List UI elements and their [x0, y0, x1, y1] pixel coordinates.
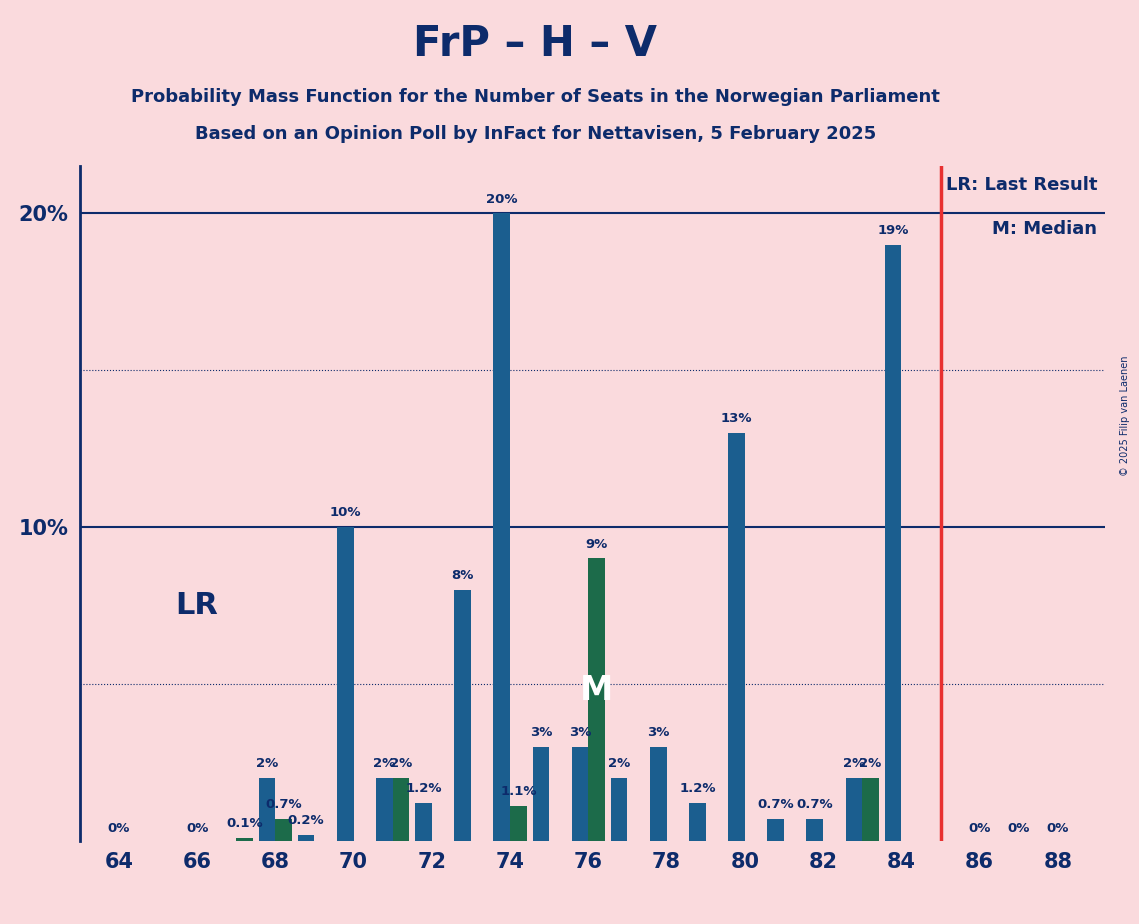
- Text: 10%: 10%: [329, 506, 361, 519]
- Text: 0.2%: 0.2%: [288, 814, 325, 827]
- Bar: [454, 590, 472, 841]
- Text: 0.7%: 0.7%: [796, 798, 833, 811]
- Text: 8%: 8%: [451, 569, 474, 582]
- Bar: [533, 747, 549, 841]
- Text: 2%: 2%: [374, 758, 395, 771]
- Text: 2%: 2%: [608, 758, 630, 771]
- Bar: [337, 527, 353, 841]
- Text: 0.7%: 0.7%: [265, 798, 302, 811]
- Bar: [259, 778, 276, 841]
- Bar: [611, 778, 628, 841]
- Bar: [236, 838, 253, 841]
- Bar: [589, 558, 605, 841]
- Text: 0.1%: 0.1%: [227, 817, 263, 830]
- Text: 1.2%: 1.2%: [679, 783, 715, 796]
- Text: 2%: 2%: [843, 758, 865, 771]
- Bar: [572, 747, 589, 841]
- Bar: [768, 819, 784, 841]
- Bar: [376, 778, 393, 841]
- Text: M: M: [580, 674, 613, 707]
- Text: © 2025 Filip van Laenen: © 2025 Filip van Laenen: [1121, 356, 1130, 476]
- Text: 1.2%: 1.2%: [405, 783, 442, 796]
- Text: 2%: 2%: [390, 758, 412, 771]
- Text: 9%: 9%: [585, 538, 608, 551]
- Text: 3%: 3%: [568, 726, 591, 739]
- Bar: [650, 747, 666, 841]
- Bar: [728, 433, 745, 841]
- Bar: [806, 819, 823, 841]
- Text: 0%: 0%: [1008, 822, 1030, 835]
- Text: 0%: 0%: [1047, 822, 1070, 835]
- Bar: [493, 213, 510, 841]
- Bar: [416, 803, 432, 841]
- Text: 0%: 0%: [108, 822, 130, 835]
- Text: LR: Last Result: LR: Last Result: [945, 176, 1097, 194]
- Bar: [510, 807, 526, 841]
- Text: 2%: 2%: [256, 758, 278, 771]
- Text: M: Median: M: Median: [992, 220, 1097, 237]
- Bar: [298, 834, 314, 841]
- Bar: [845, 778, 862, 841]
- Bar: [689, 803, 706, 841]
- Text: LR: LR: [175, 591, 219, 620]
- Text: 20%: 20%: [486, 192, 517, 205]
- Text: 0.7%: 0.7%: [757, 798, 794, 811]
- Text: FrP – H – V: FrP – H – V: [413, 23, 657, 65]
- Text: Based on an Opinion Poll by InFact for Nettavisen, 5 February 2025: Based on an Opinion Poll by InFact for N…: [195, 125, 876, 142]
- Bar: [885, 245, 901, 841]
- Text: Probability Mass Function for the Number of Seats in the Norwegian Parliament: Probability Mass Function for the Number…: [131, 88, 940, 105]
- Text: 0%: 0%: [968, 822, 991, 835]
- Bar: [862, 778, 879, 841]
- Bar: [276, 819, 292, 841]
- Bar: [393, 778, 409, 841]
- Text: 13%: 13%: [721, 412, 752, 425]
- Text: 3%: 3%: [647, 726, 670, 739]
- Text: 3%: 3%: [530, 726, 552, 739]
- Text: 19%: 19%: [877, 224, 909, 237]
- Text: 1.1%: 1.1%: [500, 785, 536, 798]
- Text: 2%: 2%: [860, 758, 882, 771]
- Text: 0%: 0%: [186, 822, 208, 835]
